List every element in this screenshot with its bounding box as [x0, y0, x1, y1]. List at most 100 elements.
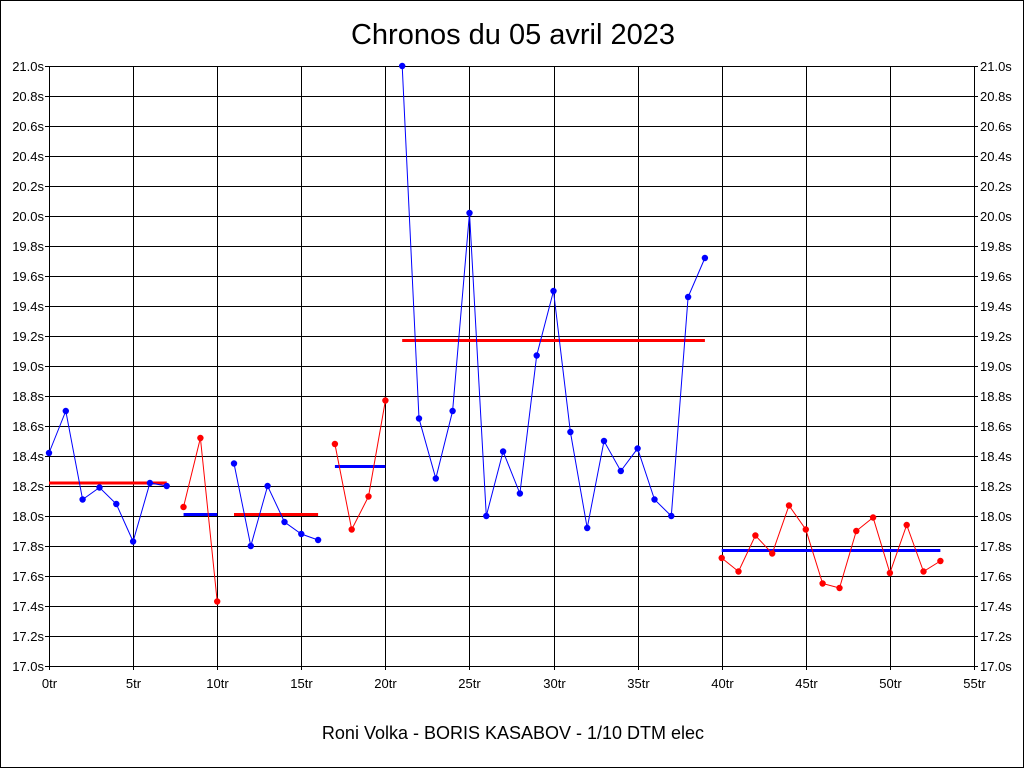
data-point	[718, 554, 725, 562]
y-tick-label: 18.8s	[980, 389, 1012, 404]
data-point	[399, 62, 406, 70]
data-point	[567, 428, 574, 436]
y-tick-label: 18.2s	[980, 479, 1012, 494]
data-point	[550, 287, 557, 295]
data-point	[298, 530, 305, 538]
data-point	[96, 484, 103, 491]
y-tick-label: 17.2s	[980, 629, 1012, 644]
y-tick-label: 18.4s	[12, 449, 44, 464]
y-tick-label: 20.2s	[980, 179, 1012, 194]
data-point	[802, 526, 809, 533]
y-tick-label: 20.6s	[980, 119, 1012, 134]
series-line	[401, 65, 706, 529]
data-point	[197, 434, 204, 442]
data-point	[314, 536, 322, 544]
x-tick-label: 45tr	[795, 676, 818, 691]
data-point	[483, 512, 490, 520]
y-tick-label: 19.2s	[980, 329, 1012, 344]
data-point	[735, 568, 742, 575]
y-tick-label: 20.6s	[12, 119, 44, 134]
y-tick-label: 21.0s	[980, 59, 1012, 74]
y-tick-label: 18.2s	[12, 479, 44, 494]
data-point	[617, 467, 624, 475]
y-tick-label: 17.8s	[980, 539, 1012, 554]
data-point	[466, 209, 473, 217]
data-point	[937, 557, 944, 565]
data-point	[869, 514, 877, 521]
data-point	[651, 496, 658, 503]
series-line	[721, 504, 941, 589]
data-point	[264, 482, 271, 490]
data-point	[920, 568, 927, 575]
chart-footer: Roni Volka - BORIS KASABOV - 1/10 DTM el…	[322, 723, 704, 743]
data-point	[415, 415, 423, 422]
series-layer	[45, 62, 944, 605]
x-tick-label: 40tr	[711, 676, 734, 691]
data-point	[769, 550, 776, 557]
y-tick-label: 20.0s	[980, 209, 1012, 224]
data-point	[819, 580, 826, 587]
y-tick-label: 18.4s	[980, 449, 1012, 464]
data-point	[701, 254, 709, 262]
data-point	[163, 482, 170, 490]
x-tick-label: 15tr	[290, 676, 313, 691]
y-tick-label: 20.0s	[12, 209, 44, 224]
data-point	[45, 449, 53, 457]
series-line	[48, 409, 167, 543]
data-point	[113, 500, 120, 508]
data-point	[146, 479, 154, 487]
data-point	[853, 527, 860, 535]
data-point	[432, 475, 439, 482]
y-tick-label: 19.4s	[980, 299, 1012, 314]
data-point	[600, 437, 608, 445]
y-tick-label: 17.4s	[980, 599, 1012, 614]
y-tick-label: 18.0s	[980, 509, 1012, 524]
y-tick-label: 20.8s	[12, 89, 44, 104]
y-tick-label: 19.6s	[12, 269, 44, 284]
data-point	[836, 584, 843, 592]
y-tick-label: 19.8s	[980, 239, 1012, 254]
data-point	[382, 397, 389, 404]
y-tick-label: 18.6s	[980, 419, 1012, 434]
data-point	[752, 532, 759, 539]
y-tick-label: 20.8s	[980, 89, 1012, 104]
data-point	[516, 490, 524, 497]
y-tick-label: 17.2s	[12, 629, 44, 644]
y-tick-label: 19.2s	[12, 329, 44, 344]
y-tick-label: 17.6s	[980, 569, 1012, 584]
x-tick-label: 25tr	[458, 676, 481, 691]
x-tick-label: 0tr	[42, 676, 58, 691]
y-tick-label: 21.0s	[12, 59, 44, 74]
data-point	[62, 407, 69, 415]
x-tick-label: 30tr	[543, 676, 566, 691]
grid-layer	[45, 66, 978, 670]
x-tick-label: 35tr	[627, 676, 650, 691]
data-point	[214, 598, 221, 605]
y-tick-label: 19.6s	[980, 269, 1012, 284]
series-line	[334, 400, 386, 532]
x-tick-label: 50tr	[879, 676, 902, 691]
y-tick-label: 17.8s	[12, 539, 44, 554]
y-tick-label: 19.0s	[980, 359, 1012, 374]
data-point	[533, 352, 540, 359]
data-point	[903, 521, 910, 529]
y-tick-label: 17.6s	[12, 569, 44, 584]
data-point	[129, 538, 137, 545]
data-point	[331, 440, 339, 448]
data-point	[499, 448, 507, 455]
x-axis-labels: 0tr 5tr 10tr 15tr 20tr 25tr 30tr 35tr 40tr 45tr 50…	[42, 676, 986, 691]
data-point	[247, 542, 254, 550]
data-point	[348, 526, 355, 533]
x-tick-label: 55tr	[963, 676, 986, 691]
data-point	[449, 407, 456, 415]
data-point	[365, 493, 372, 500]
y-tick-label: 18.0s	[12, 509, 44, 524]
y-tick-label: 19.8s	[12, 239, 44, 254]
data-point	[79, 496, 86, 503]
chart-title: Chronos du 05 avril 2023	[351, 19, 675, 51]
series-line	[233, 463, 319, 547]
data-point	[584, 524, 591, 532]
y-axis-labels-right: 17.0s 17.2s 17.4s 17.6s 17.8s 18.0s 18.2s 18.4s…	[980, 59, 1012, 674]
y-tick-label: 17.0s	[12, 659, 44, 674]
